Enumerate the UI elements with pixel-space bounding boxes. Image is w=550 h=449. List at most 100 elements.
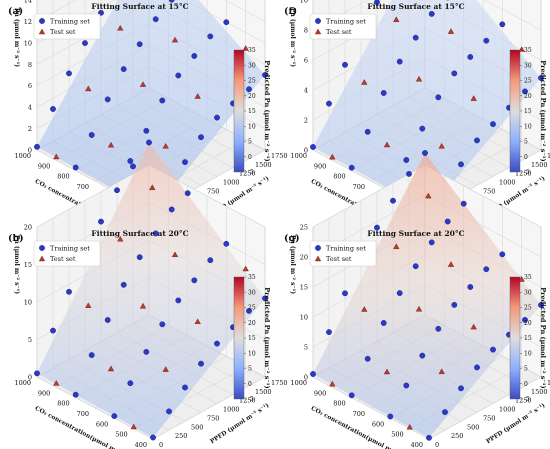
legend-test-label: Test set (50, 255, 76, 263)
test-point (242, 265, 249, 272)
colorbar-label: Predicted Pn (μmol m⁻² s⁻¹) (539, 287, 547, 388)
training-point (66, 70, 72, 77)
z-tick-label: 8 (28, 61, 32, 69)
y-tick-label: 1500 (255, 388, 272, 396)
legend-test-marker (314, 28, 322, 35)
y-tick-label: 1750 (547, 152, 550, 160)
test-point (194, 93, 201, 99)
colorbar: 35 30 25 20 15 10 5 0 -5 Predicted Pn (μmol m⁻² s… (233, 47, 271, 176)
colorbar-tick-label: 15 (524, 108, 532, 115)
y-tick-label: 1000 (223, 406, 240, 414)
x-tick-label: 400 (135, 441, 147, 449)
test-point (139, 81, 147, 87)
colorbar-label: Predicted Pn (μmol m⁻² s⁻¹) (539, 60, 547, 161)
y-axis-label: PPFD (μmol m⁻² s⁻¹) (209, 402, 271, 445)
x-tick-label: 900 (314, 389, 326, 397)
legend-training-label: Training set (326, 18, 366, 26)
colorbar: 35 30 25 20 15 10 5 0 -5 Predicted Pn (μmol m⁻² s… (233, 274, 271, 403)
training-point (499, 251, 506, 258)
training-point (262, 72, 268, 78)
colorbar-tick-label: 0 (248, 154, 252, 161)
test-point (438, 368, 445, 375)
z-tick-label: 10 (300, 0, 308, 5)
colorbar-scale (233, 276, 245, 400)
training-point (483, 266, 490, 273)
training-point (396, 290, 403, 296)
training-point (310, 144, 316, 150)
training-point (182, 384, 188, 391)
y-tick-label: 1250 (515, 170, 532, 178)
training-point (458, 385, 464, 392)
colorbar-tick-label: 0 (524, 381, 528, 388)
x-tick-label: 1000 (290, 379, 307, 387)
training-point (442, 409, 448, 416)
colorbar-scale (509, 49, 521, 173)
y-tick-label: 1750 (271, 379, 288, 387)
legend-box (309, 13, 377, 40)
training-point (182, 159, 188, 166)
colorbar-tick-label: 35 (248, 274, 256, 281)
training-point (474, 364, 480, 371)
z-tick-label: 14 (24, 0, 32, 5)
training-point (198, 134, 204, 141)
training-point (412, 34, 419, 41)
training-point (460, 200, 467, 207)
fitting-surface (313, 0, 541, 211)
test-point (329, 380, 336, 387)
training-point (419, 352, 426, 359)
training-point (127, 380, 134, 387)
colorbar-tick-label: 30 (524, 62, 532, 69)
y-tick-label: 750 (483, 187, 495, 195)
x-tick-label: 900 (38, 162, 50, 170)
legend: Training set Test set (33, 240, 101, 267)
training-point (198, 360, 204, 367)
training-point (166, 408, 172, 415)
training-point (419, 125, 426, 132)
training-point (538, 75, 544, 81)
test-point (438, 142, 445, 149)
z-tick-label: 4 (28, 104, 32, 112)
colorbar-tick-label: -5 (524, 169, 530, 176)
legend-test-label: Test set (326, 255, 352, 263)
x-tick-label: 800 (333, 173, 345, 181)
x-tick-label: 700 (77, 410, 89, 418)
colorbar-tick-label: -5 (248, 169, 254, 176)
colorbar: 35 30 25 20 15 10 5 0 -5 Predicted Pn (μmol m⁻² s… (509, 274, 547, 403)
training-point (136, 41, 143, 48)
training-point (127, 158, 134, 164)
legend-training-marker (315, 18, 321, 24)
test-point (162, 366, 169, 372)
training-point (175, 297, 182, 304)
panel-title: Fitting Surface at 20°C (91, 229, 188, 238)
test-point (242, 45, 249, 51)
training-point (403, 157, 410, 163)
training-point (34, 370, 40, 377)
training-point (483, 37, 490, 44)
colorbar-tick-label: 30 (248, 62, 256, 69)
training-point (451, 302, 458, 308)
colorbar-tick-label: 5 (524, 366, 528, 373)
test-point (117, 235, 124, 242)
x-tick-label: 700 (353, 183, 365, 191)
test-point (107, 141, 115, 148)
training-point (191, 277, 198, 284)
legend-training-label: Training set (50, 245, 90, 253)
test-point (425, 192, 432, 199)
training-point (348, 164, 355, 171)
training-point (310, 371, 316, 377)
colorbar-label: Predicted Pn (μmol m⁻² s⁻¹) (263, 60, 271, 161)
training-point (143, 349, 150, 355)
x-tick-label: 1000 (14, 379, 31, 387)
y-tick-label: 750 (483, 414, 495, 422)
training-point (538, 302, 544, 308)
colorbar-tick-label: 20 (248, 320, 256, 327)
training-point (136, 254, 143, 261)
training-point (444, 218, 451, 225)
y-tick-label: 1000 (223, 179, 240, 187)
colorbar-tick-label: 25 (248, 305, 256, 312)
training-point (342, 61, 348, 68)
y-tick-label: 1500 (255, 161, 272, 169)
z-tick-label: 6 (304, 57, 308, 65)
training-point (499, 21, 506, 28)
